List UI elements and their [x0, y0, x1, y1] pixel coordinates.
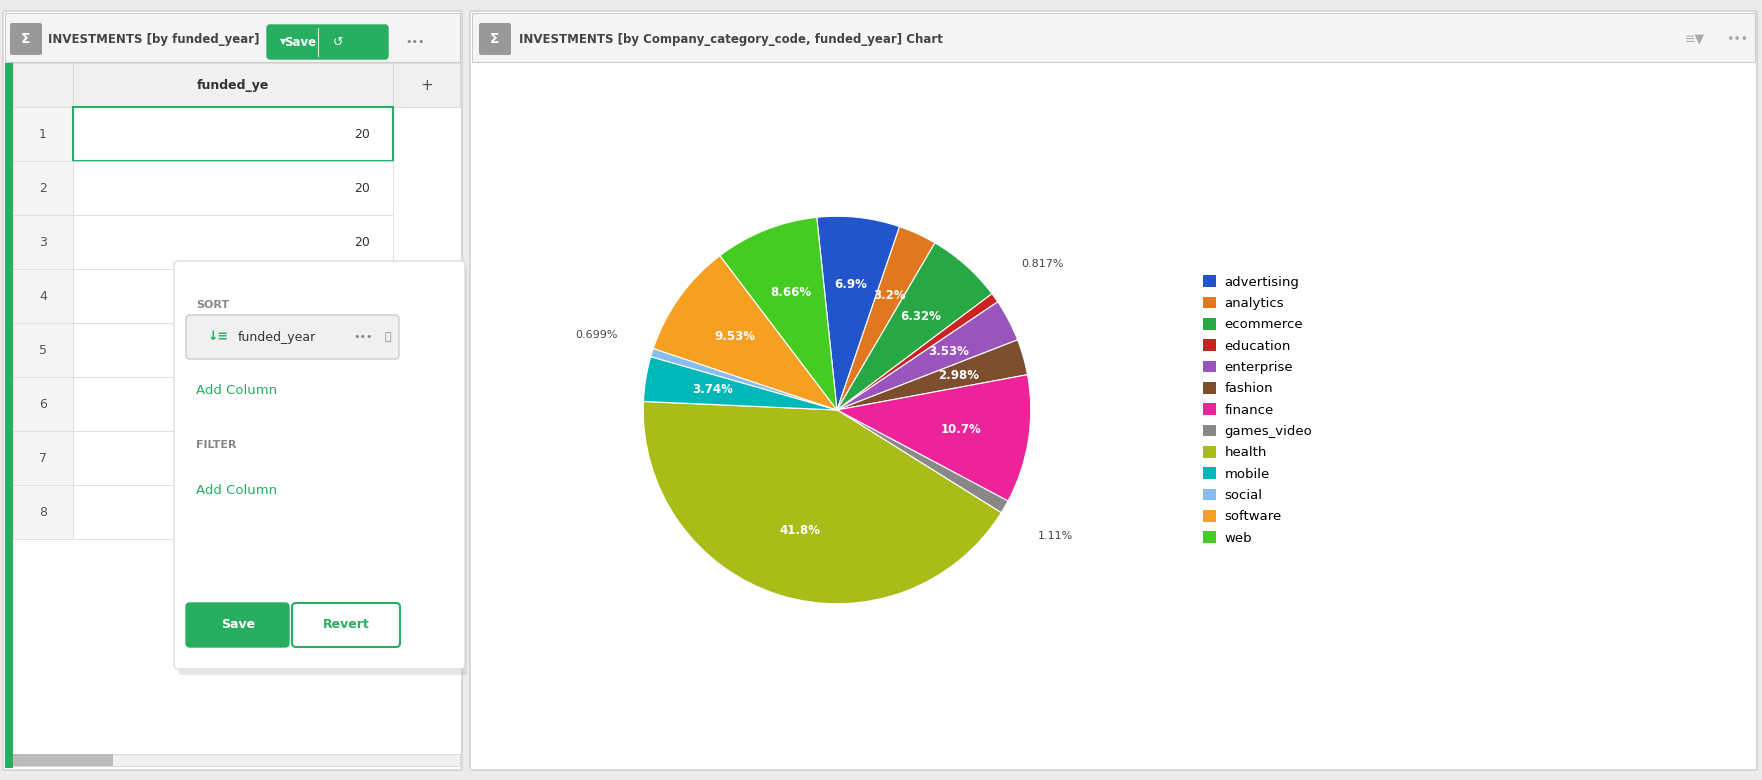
- Bar: [72, 323, 393, 377]
- Text: 20: 20: [354, 182, 370, 194]
- Text: 9.53%: 9.53%: [714, 330, 756, 343]
- Bar: [472, 13, 1755, 62]
- Bar: [72, 63, 393, 107]
- FancyBboxPatch shape: [470, 11, 1757, 770]
- Text: 3.53%: 3.53%: [929, 346, 969, 358]
- Text: •••: •••: [352, 332, 374, 342]
- FancyBboxPatch shape: [268, 25, 388, 59]
- Text: 6.9%: 6.9%: [835, 278, 867, 292]
- FancyBboxPatch shape: [11, 23, 42, 55]
- Bar: [12, 323, 72, 377]
- Wedge shape: [721, 218, 837, 410]
- Text: 1.11%: 1.11%: [1038, 531, 1073, 541]
- Text: INVESTMENTS [by funded_year]: INVESTMENTS [by funded_year]: [48, 33, 259, 45]
- Wedge shape: [643, 356, 837, 410]
- Wedge shape: [837, 294, 997, 410]
- Text: 20: 20: [354, 398, 370, 410]
- Wedge shape: [837, 243, 992, 410]
- Bar: [12, 161, 72, 215]
- Text: ↺: ↺: [333, 36, 344, 48]
- Bar: [12, 754, 113, 766]
- Text: 20: 20: [354, 452, 370, 465]
- Bar: [12, 485, 72, 539]
- Text: 20: 20: [354, 236, 370, 249]
- Bar: [72, 161, 393, 215]
- FancyBboxPatch shape: [187, 315, 398, 359]
- Text: 10.7%: 10.7%: [941, 423, 981, 436]
- FancyBboxPatch shape: [4, 11, 462, 770]
- Bar: [5, 13, 460, 62]
- Text: 20: 20: [354, 505, 370, 519]
- FancyBboxPatch shape: [479, 23, 511, 55]
- Bar: [72, 377, 393, 431]
- Wedge shape: [837, 302, 1018, 410]
- Wedge shape: [837, 227, 936, 410]
- Legend: advertising, analytics, ecommerce, education, enterprise, fashion, finance, game: advertising, analytics, ecommerce, educa…: [1203, 275, 1313, 544]
- FancyBboxPatch shape: [178, 267, 469, 675]
- Text: 1: 1: [39, 127, 48, 140]
- Text: 0.699%: 0.699%: [574, 330, 618, 340]
- Text: 3.2%: 3.2%: [874, 289, 906, 302]
- Text: Add Column: Add Column: [196, 384, 277, 396]
- Text: 3: 3: [39, 236, 48, 249]
- Text: ≡▼: ≡▼: [1684, 33, 1706, 45]
- Text: 0.817%: 0.817%: [1020, 259, 1064, 269]
- Bar: [12, 377, 72, 431]
- Text: funded_ye: funded_ye: [197, 79, 270, 91]
- FancyBboxPatch shape: [174, 261, 465, 669]
- Text: Save: Save: [284, 36, 315, 48]
- Text: 4: 4: [39, 289, 48, 303]
- Wedge shape: [654, 256, 837, 410]
- Bar: [72, 431, 393, 485]
- Text: 41.8%: 41.8%: [779, 523, 819, 537]
- Wedge shape: [837, 340, 1027, 410]
- Text: Add Column: Add Column: [196, 484, 277, 497]
- Text: ↓≡: ↓≡: [208, 331, 229, 343]
- Wedge shape: [643, 402, 1001, 604]
- Text: 8.66%: 8.66%: [770, 286, 811, 300]
- Text: Σ: Σ: [21, 32, 30, 46]
- Text: FILTER: FILTER: [196, 440, 236, 450]
- Bar: [72, 485, 393, 539]
- Text: Revert: Revert: [322, 619, 370, 632]
- Text: 8: 8: [39, 505, 48, 519]
- Wedge shape: [837, 410, 1008, 512]
- Text: INVESTMENTS [by Company_category_code, funded_year] Chart: INVESTMENTS [by Company_category_code, f…: [520, 33, 943, 45]
- Bar: [12, 269, 72, 323]
- Bar: [393, 63, 460, 107]
- Text: 7: 7: [39, 452, 48, 465]
- Text: 20: 20: [354, 343, 370, 356]
- Bar: [72, 269, 393, 323]
- Text: 🗑: 🗑: [384, 332, 391, 342]
- Text: +: +: [421, 77, 433, 93]
- Bar: [72, 107, 393, 161]
- Text: 2: 2: [39, 182, 48, 194]
- Bar: [12, 107, 72, 161]
- Text: 5: 5: [39, 343, 48, 356]
- Text: •••: •••: [405, 37, 425, 47]
- FancyBboxPatch shape: [187, 603, 289, 647]
- Text: •••: •••: [1727, 33, 1748, 45]
- Text: ▼: ▼: [280, 37, 285, 47]
- Text: SORT: SORT: [196, 300, 229, 310]
- Wedge shape: [837, 374, 1031, 501]
- Text: Save: Save: [220, 619, 255, 632]
- FancyBboxPatch shape: [292, 603, 400, 647]
- Text: funded_year: funded_year: [238, 331, 315, 343]
- Text: 2.98%: 2.98%: [937, 369, 978, 382]
- Bar: [12, 754, 460, 766]
- Wedge shape: [650, 349, 837, 410]
- Bar: [72, 215, 393, 269]
- Bar: [12, 215, 72, 269]
- Bar: [12, 431, 72, 485]
- Text: 20: 20: [354, 127, 370, 140]
- Wedge shape: [818, 216, 900, 410]
- Text: 6: 6: [39, 398, 48, 410]
- Bar: [5, 63, 12, 768]
- Text: Σ: Σ: [490, 32, 500, 46]
- Bar: [12, 63, 72, 107]
- Text: 3.74%: 3.74%: [692, 383, 733, 396]
- Text: 20: 20: [354, 289, 370, 303]
- Text: 6.32%: 6.32%: [900, 310, 941, 323]
